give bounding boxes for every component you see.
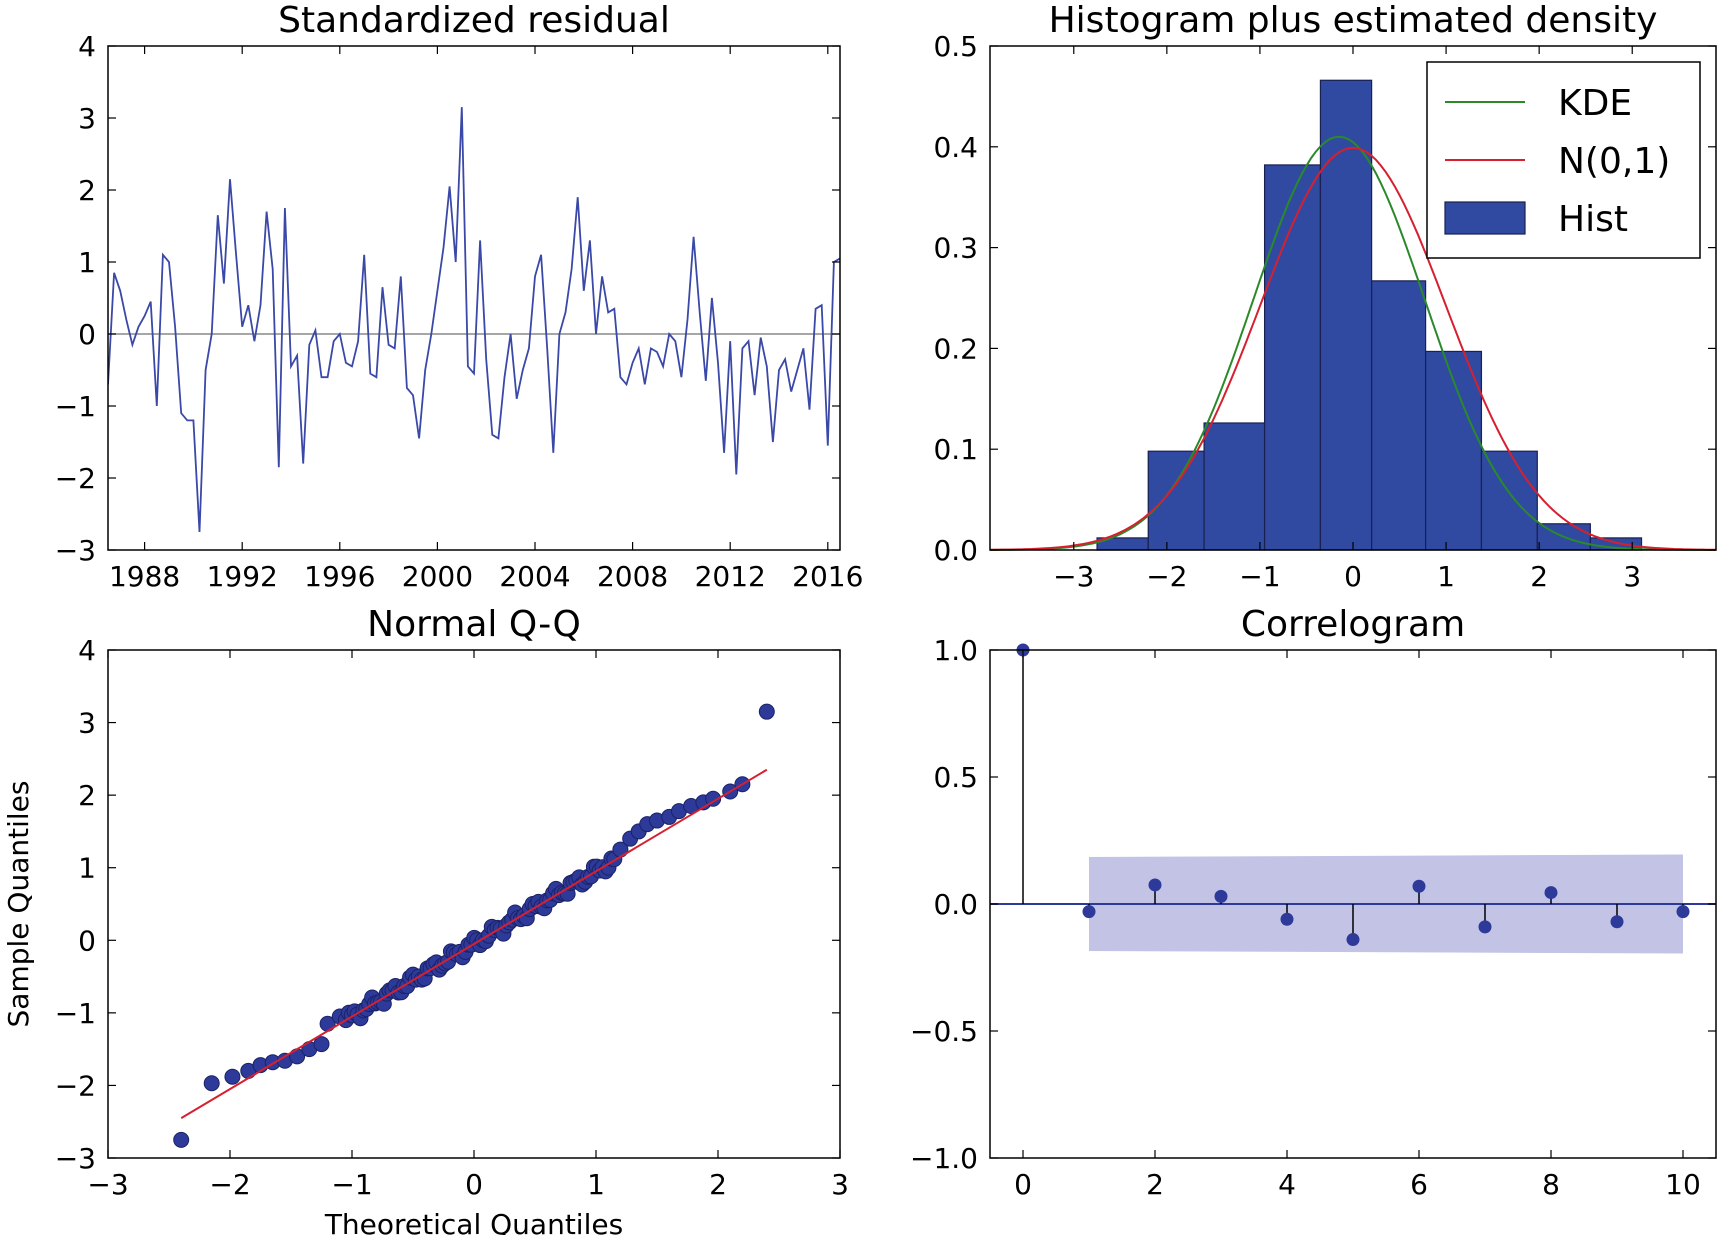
y-tick-label: 0.0 bbox=[933, 888, 978, 921]
kde-line bbox=[990, 135, 1716, 551]
hist-bar bbox=[1424, 350, 1483, 551]
x-tick-label: 1996 bbox=[304, 560, 375, 593]
x-axis-label: Theoretical Quantiles bbox=[324, 1208, 623, 1235]
y-tick-label: −1 bbox=[55, 997, 96, 1030]
residual-panel: 1988 1992 1996 2000 2004 2008 2012 2016 −3 −2 −1 0 1… bbox=[55, 0, 864, 593]
x-tick-label: −1 bbox=[331, 1168, 372, 1201]
x-tick-label: 8 bbox=[1542, 1168, 1560, 1201]
y-tick-label: 3 bbox=[78, 707, 96, 740]
qq-reference-line bbox=[180, 768, 768, 1119]
normal-density-line bbox=[990, 146, 1716, 551]
hist-bar bbox=[1263, 164, 1322, 551]
chart-title: Normal Q-Q bbox=[367, 604, 581, 645]
acf-marker bbox=[1676, 905, 1690, 919]
qq-panel: −3 −2 −1 0 1 2 3 −3 −2 −1 0 1 2 3 4 Normal Q-Q Theoretic… bbox=[2, 604, 849, 1235]
x-tick-label: 10 bbox=[1665, 1168, 1701, 1201]
x-tick-label: 2004 bbox=[499, 560, 570, 593]
y-tick-label: 3 bbox=[78, 102, 96, 135]
x-tick-label: 1 bbox=[1437, 560, 1455, 593]
x-tick-label: −2 bbox=[209, 1168, 250, 1201]
y-tick-label: 0.5 bbox=[933, 761, 978, 794]
x-tick-label: 1988 bbox=[109, 560, 180, 593]
hist-bar bbox=[1371, 280, 1427, 551]
y-tick-label: 0.5 bbox=[933, 30, 978, 63]
y-tick-label: 0.4 bbox=[933, 131, 978, 164]
acf-marker bbox=[1280, 912, 1294, 926]
y-tick-label: 1 bbox=[78, 852, 96, 885]
x-tick-label: −2 bbox=[1146, 560, 1187, 593]
x-tick-label: 3 bbox=[831, 1168, 849, 1201]
x-tick-label: 2 bbox=[1530, 560, 1548, 593]
qq-point bbox=[203, 1075, 220, 1092]
x-tick-label: 2000 bbox=[402, 560, 473, 593]
chart-title: Histogram plus estimated density bbox=[1049, 0, 1658, 41]
acf-marker bbox=[1610, 915, 1624, 929]
x-tick-label: 2 bbox=[709, 1168, 727, 1201]
qq-point bbox=[758, 703, 775, 720]
x-tick-label: 1992 bbox=[207, 560, 278, 593]
y-tick-label: −2 bbox=[55, 1069, 96, 1102]
x-tick-label: −1 bbox=[1239, 560, 1280, 593]
y-tick-label: 0 bbox=[78, 924, 96, 957]
legend-label: Hist bbox=[1558, 199, 1628, 240]
y-tick-label: −3 bbox=[55, 534, 96, 567]
residual-frame bbox=[107, 45, 841, 551]
x-tick-label: 4 bbox=[1278, 1168, 1296, 1201]
x-tick-label: 3 bbox=[1623, 560, 1641, 593]
acf-marker bbox=[1412, 879, 1426, 893]
x-tick-label: 2008 bbox=[597, 560, 668, 593]
y-tick-label: 2 bbox=[78, 174, 96, 207]
y-tick-label: −0.5 bbox=[910, 1015, 978, 1048]
y-tick-label: −1.0 bbox=[910, 1142, 978, 1175]
chart-title: Standardized residual bbox=[278, 0, 670, 41]
y-tick-label: 0.2 bbox=[933, 332, 978, 365]
legend-label: N(0,1) bbox=[1558, 141, 1670, 182]
hist-bar bbox=[1319, 79, 1373, 551]
acf-marker bbox=[1214, 889, 1228, 903]
x-tick-label: 2 bbox=[1146, 1168, 1164, 1201]
y-tick-label: 2 bbox=[78, 779, 96, 812]
y-tick-label: −1 bbox=[55, 390, 96, 423]
y-tick-label: 0.0 bbox=[933, 534, 978, 567]
hist-bar bbox=[1480, 450, 1538, 551]
residual-series-line bbox=[108, 107, 840, 533]
qq-point bbox=[173, 1131, 190, 1148]
x-tick-label: −3 bbox=[1053, 560, 1094, 593]
legend-swatch bbox=[1444, 201, 1526, 235]
y-tick-label: 0.3 bbox=[933, 232, 978, 265]
x-tick-label: 1 bbox=[587, 1168, 605, 1201]
y-tick-label: 1.0 bbox=[933, 634, 978, 667]
y-tick-label: 4 bbox=[78, 634, 96, 667]
y-axis-label: Sample Quantiles bbox=[2, 781, 35, 1028]
x-tick-label: 0 bbox=[1014, 1168, 1032, 1201]
qq-point bbox=[224, 1068, 241, 1085]
y-tick-label: 0.1 bbox=[933, 433, 978, 466]
x-tick-label: −3 bbox=[87, 1168, 128, 1201]
acf-marker bbox=[1346, 933, 1360, 947]
x-tick-label: 2012 bbox=[695, 560, 766, 593]
correlogram-panel: 0 2 4 6 8 10 −1.0 −0.5 0.0 0.5 1.0 Correlogram bbox=[910, 604, 1717, 1201]
acf-marker bbox=[1148, 878, 1162, 892]
x-tick-label: 2016 bbox=[792, 560, 863, 593]
acf-marker bbox=[1544, 886, 1558, 900]
histogram-panel: KDE N(0,1) Hist −3 −2 −1 0 1 2 3 0.0 0.1 0.2 0.3 0.4 0.… bbox=[933, 0, 1717, 593]
x-tick-label: 0 bbox=[1344, 560, 1362, 593]
y-tick-label: −2 bbox=[55, 462, 96, 495]
legend-label: KDE bbox=[1558, 83, 1632, 124]
chart-title: Correlogram bbox=[1241, 604, 1465, 645]
x-tick-label: 0 bbox=[465, 1168, 483, 1201]
y-tick-label: −3 bbox=[55, 1142, 96, 1175]
qq-point bbox=[313, 1036, 330, 1053]
legend: KDE N(0,1) Hist bbox=[1426, 61, 1701, 259]
acf-marker bbox=[1478, 920, 1492, 934]
x-tick-label: 6 bbox=[1410, 1168, 1428, 1201]
y-tick-label: 1 bbox=[78, 246, 96, 279]
y-tick-label: 0 bbox=[78, 318, 96, 351]
hist-bar bbox=[1203, 422, 1266, 551]
qq-point bbox=[705, 790, 722, 807]
y-tick-label: 4 bbox=[78, 30, 96, 63]
hist-bar bbox=[1147, 450, 1205, 551]
acf-marker bbox=[1082, 905, 1096, 919]
